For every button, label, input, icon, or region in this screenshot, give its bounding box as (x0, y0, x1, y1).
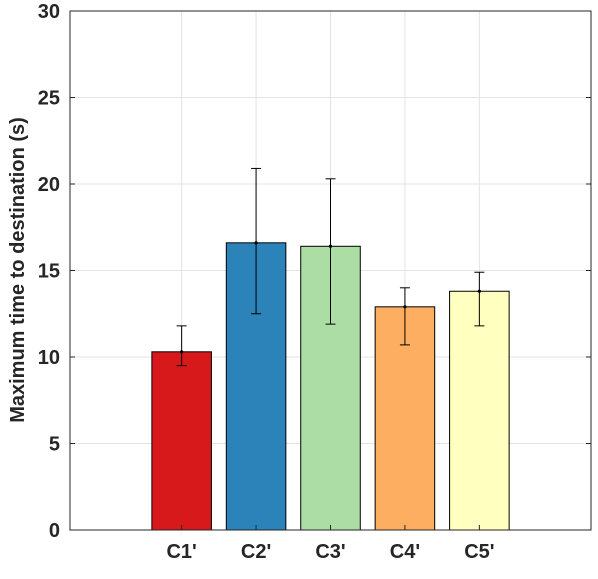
y-axis-label: Maximum time to destination (s) (7, 117, 29, 423)
mean-dot-4 (403, 305, 407, 309)
x-tick-label: C1' (166, 541, 196, 563)
mean-dot-2 (254, 241, 258, 245)
x-tick-label: C5' (464, 541, 494, 563)
axes (69, 10, 592, 531)
y-tick-label: 30 (38, 1, 60, 23)
y-tick-labels: 0 5 10 15 20 25 30 (38, 1, 60, 542)
mean-dot-3 (328, 244, 333, 248)
y-tick-label: 5 (49, 434, 60, 456)
y-tick-label: 0 (49, 520, 60, 542)
mean-dot-1 (180, 350, 184, 354)
x-tick-label: C4' (390, 541, 420, 563)
bar-5 (449, 290, 510, 531)
mean-dot-5 (477, 289, 481, 293)
x-tick-label: C3' (315, 541, 345, 563)
plot-frame (69, 10, 592, 531)
x-tick-labels: C1' C2' C3' C4' C5' (166, 541, 494, 563)
y-tick-label: 25 (38, 88, 60, 110)
y-tick-label: 15 (38, 261, 60, 283)
y-tick-label: 10 (38, 347, 60, 369)
y-tick-label: 20 (38, 174, 60, 196)
x-tick-label: C2' (241, 541, 271, 563)
error-bars (176, 167, 485, 367)
bar-1 (151, 351, 212, 531)
